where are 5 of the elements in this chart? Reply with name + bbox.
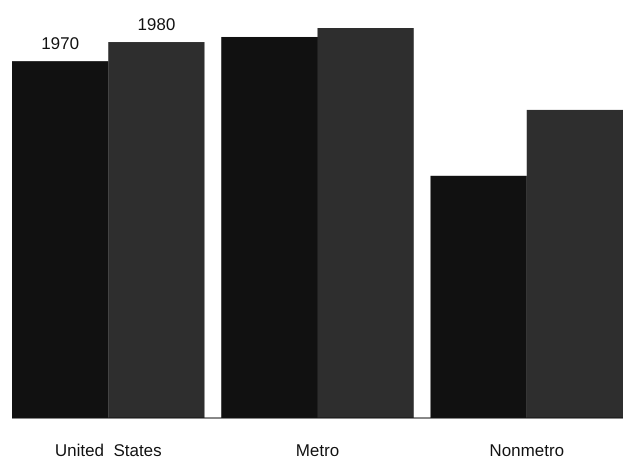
x-tick-label: Nonmetro: [489, 441, 564, 460]
series-label: 1980: [137, 15, 176, 34]
x-tick-label: United States: [54, 441, 162, 460]
series-label: 1970: [41, 34, 80, 54]
x-tick-label: Metro: [296, 441, 340, 460]
